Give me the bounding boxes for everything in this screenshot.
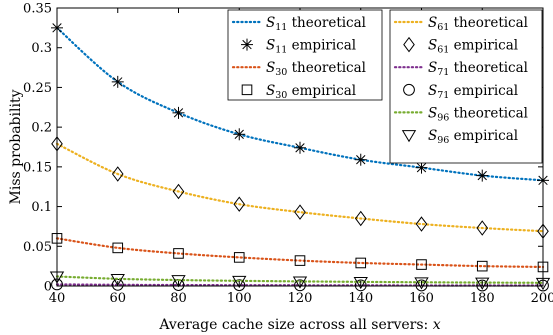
asterisk-stroke (113, 77, 123, 87)
legend-swatch (241, 84, 253, 96)
data-point (111, 75, 124, 88)
legend-label: S61 empirical (428, 38, 518, 56)
asterisk-stroke (295, 143, 305, 153)
data-point (232, 275, 247, 289)
series-30-theoretical (55, 237, 545, 269)
legend-label: S71 theoretical (428, 60, 528, 78)
x-axis-label: Average cache size across all servers: x (158, 317, 440, 333)
y-axis-label: Miss probability (8, 89, 24, 204)
series-61-theoretical (55, 142, 545, 233)
legend-column-1: S11 theoretical S11 empirical S30 theoreti… (227, 9, 383, 101)
legend-item: S71 theoretical (393, 60, 528, 78)
y-tick-label: 0.05 (23, 240, 52, 255)
asterisk-stroke (356, 155, 366, 165)
legend-label: S11 theoretical (266, 15, 366, 33)
legend-box (389, 9, 543, 164)
data-point (172, 106, 185, 119)
x-tick-label: 180 (470, 291, 495, 306)
data-point (173, 248, 184, 259)
data-point (353, 276, 368, 290)
y-tick-label: 0.2 (31, 121, 52, 136)
series-line (55, 237, 545, 269)
data-point (233, 196, 246, 212)
data-point (233, 279, 246, 292)
data-point (233, 128, 246, 141)
data-point (112, 242, 124, 254)
x-tick-label: 120 (288, 291, 313, 306)
data-point (415, 279, 428, 292)
x-tick-label: 100 (227, 291, 252, 306)
data-point (294, 255, 306, 266)
data-point (294, 141, 306, 154)
asterisk-stroke (173, 108, 184, 118)
data-point (414, 277, 429, 290)
data-point (354, 210, 367, 227)
legend-item: S61 empirical (403, 36, 518, 56)
legend-label: S96 empirical (428, 128, 518, 146)
data-point (171, 275, 186, 288)
legend-label: S61 theoretical (428, 15, 528, 33)
x-tick-label: 160 (409, 291, 434, 306)
legend-box (227, 9, 383, 101)
legend: S11 theoretical S11 empirical S30 theoreti… (227, 9, 543, 164)
x-tick-label: 40 (49, 291, 66, 306)
data-point (354, 279, 367, 292)
legend-swatch (401, 130, 417, 143)
legend-label: S11 empirical (266, 38, 356, 56)
data-point (294, 279, 306, 292)
y-tick-label: 0.35 (23, 2, 52, 17)
legend-item: S30 theoretical (231, 60, 366, 78)
legend-item: S11 theoretical (231, 15, 366, 33)
data-point (110, 273, 125, 287)
x-tick-label: 200 (531, 291, 553, 306)
legend-item: S71 empirical (403, 83, 518, 101)
series-11-theoretical (55, 26, 545, 182)
data-point (415, 161, 428, 174)
data-point (476, 220, 489, 236)
series-line (55, 26, 545, 182)
data-point (292, 276, 308, 289)
data-point (111, 166, 124, 182)
legend-label: S30 empirical (266, 83, 356, 101)
series-30-empirical (51, 233, 549, 273)
legend-item: S96 theoretical (393, 105, 528, 123)
data-point (476, 169, 489, 182)
x-tick-label: 80 (170, 291, 187, 306)
y-tick-label: 0.15 (23, 160, 52, 175)
asterisk-stroke (242, 39, 252, 50)
data-point (233, 252, 245, 263)
y-tick-label: 0.3 (31, 41, 52, 56)
asterisk-stroke (416, 162, 427, 173)
legend-label: S71 empirical (428, 83, 518, 101)
data-point (475, 277, 490, 290)
data-point (415, 216, 428, 232)
legend-swatch (403, 83, 415, 96)
asterisk-stroke (477, 170, 487, 181)
y-tick-label: 0.1 (31, 200, 52, 215)
legend-item: S61 theoretical (393, 15, 528, 33)
series-61-empirical (51, 136, 549, 239)
y-tick-label: 0 (44, 280, 52, 295)
legend-column-2: S61 theoretical S61 empirical S71 theoreti… (389, 9, 543, 164)
asterisk-stroke (234, 129, 244, 139)
legend-swatch (403, 36, 415, 53)
data-point (354, 153, 367, 166)
data-point (294, 204, 306, 220)
legend-swatch (241, 38, 253, 51)
legend-label: S30 theoretical (266, 60, 366, 78)
data-point (476, 260, 488, 272)
legend-label: S96 theoretical (428, 105, 528, 123)
x-tick-label: 140 (348, 291, 373, 306)
legend-item: S30 empirical (241, 83, 356, 101)
data-point (172, 183, 185, 200)
y-tick-label: 0.25 (23, 81, 52, 96)
legend-item: S96 empirical (401, 128, 518, 146)
data-point (355, 257, 367, 269)
data-point (416, 259, 427, 270)
series-line (55, 142, 545, 233)
x-tick-label: 60 (109, 291, 126, 306)
legend-item: S11 empirical (241, 38, 356, 56)
